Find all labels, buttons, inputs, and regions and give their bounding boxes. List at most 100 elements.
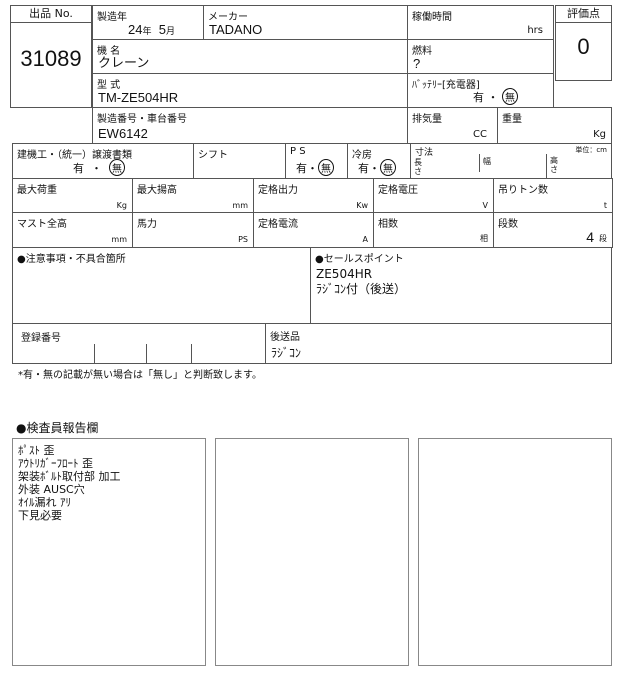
ac-label: 冷房 [352, 150, 372, 161]
shift-cell: シフト [193, 143, 286, 179]
displacement-unit: CC [473, 129, 487, 140]
inspector-report-title: ●検査員報告欄 [16, 421, 99, 435]
spec-label: 吊りトン数 [498, 185, 548, 196]
spec-cell: 定格電圧 V [373, 178, 494, 214]
spec-label: 定格電流 [258, 219, 298, 230]
spec-unit: V [482, 201, 488, 210]
spec-cell: 最大荷重 Kg [12, 178, 133, 214]
spec-label: 最大揚高 [137, 185, 177, 196]
ac-cell: 冷房 有・無 [347, 143, 411, 179]
model-label: 型 式 [97, 80, 121, 91]
lot-number-label: 出品 No. [11, 6, 91, 23]
manufacture-year-cell: 製造年 24年 5月 [92, 5, 204, 40]
fuel-value: ? [413, 56, 421, 71]
spec-cell: 最大揚高 mm [132, 178, 254, 214]
weight-unit: Kg [593, 129, 606, 140]
score-label: 評価点 [556, 6, 611, 23]
model-name-cell: 機 名 クレーン [92, 39, 408, 74]
battery-label: ﾊﾞｯﾃﾘｰ[充電器] [412, 80, 480, 91]
ps-cell: P S 有・無 [285, 143, 348, 179]
shift-label: シフト [198, 150, 228, 161]
spec-cell: 段数 4 段 [493, 212, 613, 248]
spec-cell: 定格出力 Kw [253, 178, 374, 214]
spec-label: 相数 [378, 219, 398, 230]
spec-label: マスト全高 [17, 219, 67, 230]
dimensions-cell: 寸法 単位：cm 長さ 幅 高さ [410, 143, 612, 179]
fuel-cell: 燃料 ? [407, 39, 554, 74]
height-label: 高さ [550, 156, 558, 174]
serial-label: 製造番号・車台番号 [97, 114, 187, 125]
docs-choice: 有 ・ 無 [73, 159, 125, 176]
inspector-box-2 [215, 438, 409, 666]
spec-label: 最大荷重 [17, 185, 57, 196]
maker-cell: メーカー TADANO [203, 5, 408, 40]
spec-value: 4 [586, 229, 594, 245]
spec-unit: mm [111, 235, 127, 244]
spec-unit: Kg [116, 201, 127, 210]
sales-point-label: ●セールスポイント [315, 254, 404, 265]
inspector-box-1: ﾎﾟｽﾄ 歪 ｱｳﾄﾘｶﾞｰﾌﾛｰﾄ 歪 架装ﾎﾞﾙﾄ取付部 加工 外装 AUS… [12, 438, 206, 666]
spec-label: 段数 [498, 219, 518, 230]
spec-cell: マスト全高 mm [12, 212, 133, 248]
footnote: *有・無の記載が無い場合は「無し」と判断致します。 [18, 370, 262, 381]
model-name-value: クレーン [98, 55, 150, 70]
notes-label: ●注意事項・不具合箇所 [17, 254, 126, 265]
registration-cell: 登録番号 [12, 323, 266, 364]
spec-unit: PS [238, 235, 248, 244]
deferred-items-cell: 後送品 ﾗｼﾞｺﾝ [265, 323, 612, 364]
displacement-cell: 排気量 CC [407, 107, 498, 144]
spec-unit: mm [232, 201, 248, 210]
battery-cell: ﾊﾞｯﾃﾘｰ[充電器] 有 ・ 無 [407, 73, 554, 108]
spec-unit: Kw [356, 201, 368, 210]
spec-label: 定格出力 [258, 185, 298, 196]
hours-cell: 稼働時間 hrs [407, 5, 554, 40]
docs-label: 建機工・（統一）譲渡書類 [17, 150, 132, 161]
inspector-report-text: ﾎﾟｽﾄ 歪 ｱｳﾄﾘｶﾞｰﾌﾛｰﾄ 歪 架装ﾎﾞﾙﾄ取付部 加工 外装 AUS… [18, 444, 121, 522]
spec-cell: 吊りトン数 t [493, 178, 613, 214]
model-value: TM-ZE504HR [98, 90, 179, 105]
dimensions-unit: 単位：cm [575, 146, 607, 154]
displacement-label: 排気量 [412, 114, 442, 125]
length-label: 長さ [414, 158, 422, 176]
fuel-label: 燃料 [412, 46, 432, 57]
width-label: 幅 [483, 157, 491, 166]
registration-label: 登録番号 [21, 333, 61, 344]
spec-cell: 相数相 [373, 212, 494, 248]
battery-choice: 有 ・ 無 [473, 88, 518, 105]
deferred-items-value: ﾗｼﾞｺﾝ [271, 346, 302, 360]
deferred-items-label: 後送品 [270, 332, 300, 343]
lot-number-box: 出品 No. 31089 [10, 5, 92, 108]
model-cell: 型 式 TM-ZE504HR [92, 73, 408, 108]
inspector-box-3 [418, 438, 612, 666]
score-value: 0 [577, 34, 590, 59]
maker-label: メーカー [208, 12, 248, 23]
spec-cell: 馬力 PS [132, 212, 254, 248]
maker-value: TADANO [209, 22, 263, 37]
hours-label: 稼働時間 [412, 12, 452, 23]
ac-choice: 有・無 [358, 159, 396, 176]
spec-unit: 段 [599, 234, 607, 243]
weight-label: 重量 [502, 114, 522, 125]
spec-label: 定格電圧 [378, 185, 418, 196]
sales-point-cell: ●セールスポイント ZE504HR ﾗｼﾞｺﾝ付（後送） [310, 247, 612, 324]
serial-cell: 製造番号・車台番号 EW6142 [92, 107, 408, 144]
hours-unit: hrs [527, 25, 543, 36]
weight-cell: 重量 Kg [497, 107, 612, 144]
manufacture-year-value: 24年 5月 [128, 22, 175, 37]
serial-value: EW6142 [98, 126, 148, 141]
lot-number-value: 31089 [20, 46, 82, 71]
spec-label: 馬力 [137, 219, 157, 230]
sales-point-text: ZE504HR ﾗｼﾞｺﾝ付（後送） [316, 267, 407, 296]
spec-cell: 定格電流 A [253, 212, 374, 248]
spec-unit: A [362, 235, 368, 244]
docs-cell: 建機工・（統一）譲渡書類 有 ・ 無 [12, 143, 194, 179]
manufacture-year-label: 製造年 [97, 12, 127, 23]
dimensions-label: 寸法 [415, 148, 434, 158]
ps-choice: 有・無 [296, 159, 334, 176]
spec-unit: 相 [480, 234, 488, 243]
score-box: 評価点 0 [555, 5, 612, 81]
spec-unit: t [603, 201, 607, 210]
ps-label: P S [290, 146, 306, 157]
notes-cell: ●注意事項・不具合箇所 [12, 247, 311, 324]
model-name-label: 機 名 [97, 46, 121, 57]
